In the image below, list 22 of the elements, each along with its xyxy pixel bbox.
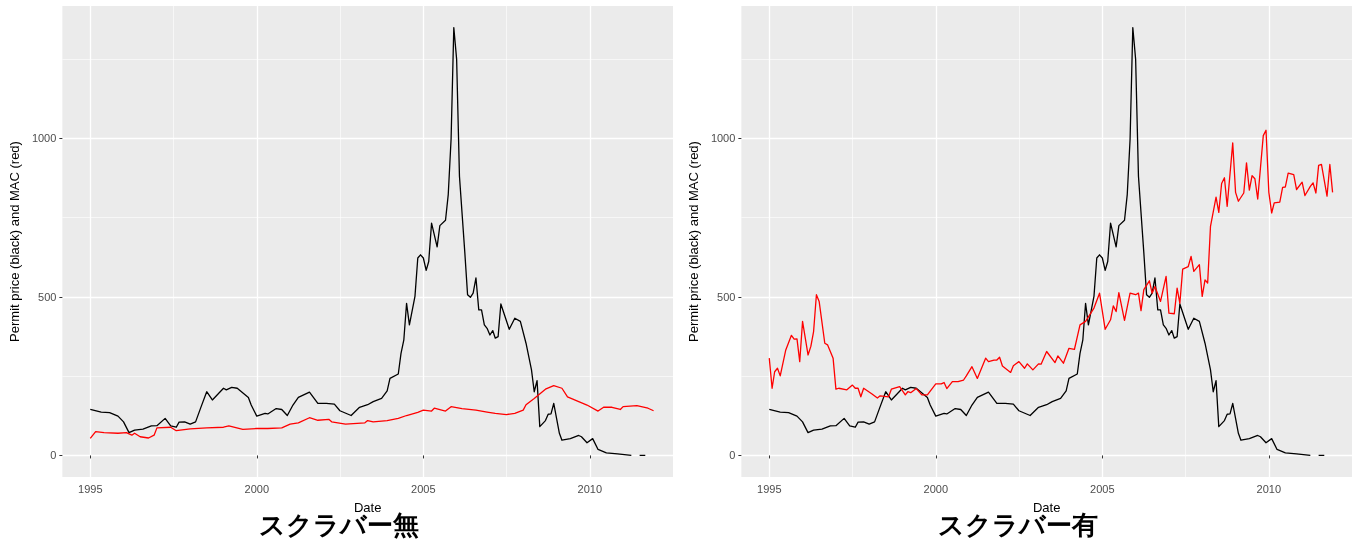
- line-series: [89, 26, 632, 457]
- y-tick-label: 1000: [31, 132, 57, 145]
- x-tick-label: 2010: [1256, 482, 1282, 495]
- line-series: [768, 26, 1311, 457]
- y-tick-label: 500: [38, 290, 57, 303]
- line-series: [768, 129, 1334, 399]
- x-tick-label: 2005: [1090, 482, 1115, 495]
- x-axis-title: Date: [1032, 500, 1061, 515]
- y-tick-label: 0: [729, 449, 736, 462]
- x-tick-label: 1995: [757, 482, 782, 495]
- y-axis-title: Permit price (black) and MAC (red): [7, 141, 22, 342]
- y-axis-title: Permit price (black) and MAC (red): [686, 141, 701, 342]
- line-series: [89, 385, 655, 439]
- y-tick-label: 0: [50, 449, 57, 462]
- y-tick-label: 500: [717, 290, 736, 303]
- x-tick-label: 2005: [411, 482, 436, 495]
- x-tick-label: 2000: [923, 482, 949, 495]
- x-tick-label: 1995: [78, 482, 103, 495]
- y-tick-label: 1000: [710, 132, 736, 145]
- x-tick-label: 2010: [577, 482, 603, 495]
- x-axis-title: Date: [353, 500, 382, 515]
- x-tick-label: 2000: [244, 482, 270, 495]
